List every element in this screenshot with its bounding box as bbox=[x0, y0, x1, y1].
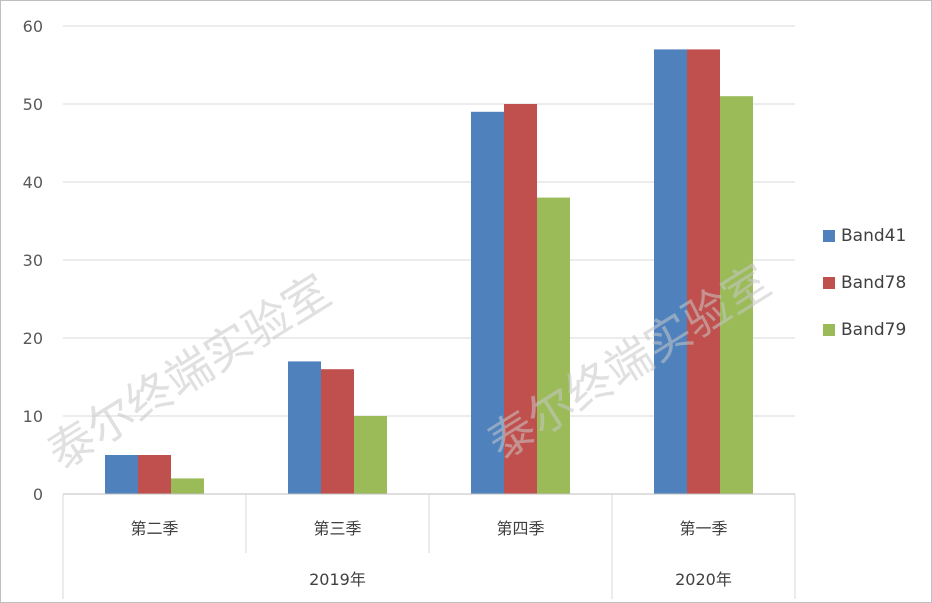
bar-band78-0 bbox=[138, 455, 171, 494]
legend-label-band41: Band41 bbox=[841, 226, 906, 246]
y-axis-ticks: 0 10 20 30 40 50 60 bbox=[23, 17, 43, 504]
legend-label-band78: Band78 bbox=[841, 273, 906, 293]
x-tick-label: 第三季 bbox=[313, 519, 361, 538]
bars bbox=[105, 49, 753, 495]
bar-band41-1 bbox=[288, 361, 321, 494]
bar-band41-3 bbox=[654, 49, 687, 495]
bar-band41-0 bbox=[105, 455, 138, 494]
y-tick-label: 30 bbox=[23, 251, 43, 270]
x-axis bbox=[62, 493, 796, 599]
legend-swatch-band41 bbox=[823, 230, 835, 242]
x-tick-label: 第一季 bbox=[679, 519, 727, 538]
bar-band41-2 bbox=[471, 111, 504, 495]
y-tick-label: 20 bbox=[23, 329, 43, 348]
y-tick-label: 60 bbox=[23, 17, 43, 36]
bar-band79-2 bbox=[537, 197, 570, 494]
x-tick-label: 第四季 bbox=[496, 519, 544, 538]
group-label: 2020年 bbox=[675, 570, 732, 589]
legend-label-band79: Band79 bbox=[841, 320, 906, 340]
category-labels: 第二季 第三季 第四季 第一季 bbox=[130, 519, 727, 538]
bar-band78-1 bbox=[321, 369, 354, 494]
y-tick-label: 10 bbox=[23, 407, 43, 426]
bar-band79-1 bbox=[354, 416, 387, 494]
bar-band78-3 bbox=[687, 49, 720, 495]
legend: Band41 Band78 Band79 bbox=[823, 226, 906, 340]
group-labels: 2019年 2020年 bbox=[309, 570, 732, 589]
y-tick-label: 50 bbox=[23, 95, 43, 114]
group-label: 2019年 bbox=[309, 570, 366, 589]
bar-band79-3 bbox=[720, 96, 753, 494]
legend-swatch-band78 bbox=[823, 277, 835, 289]
legend-swatch-band79 bbox=[823, 324, 835, 336]
bar-band78-2 bbox=[504, 104, 537, 494]
y-tick-label: 40 bbox=[23, 173, 43, 192]
x-tick-label: 第二季 bbox=[130, 519, 178, 538]
bar-band79-0 bbox=[171, 478, 204, 494]
y-tick-label: 0 bbox=[33, 485, 43, 504]
